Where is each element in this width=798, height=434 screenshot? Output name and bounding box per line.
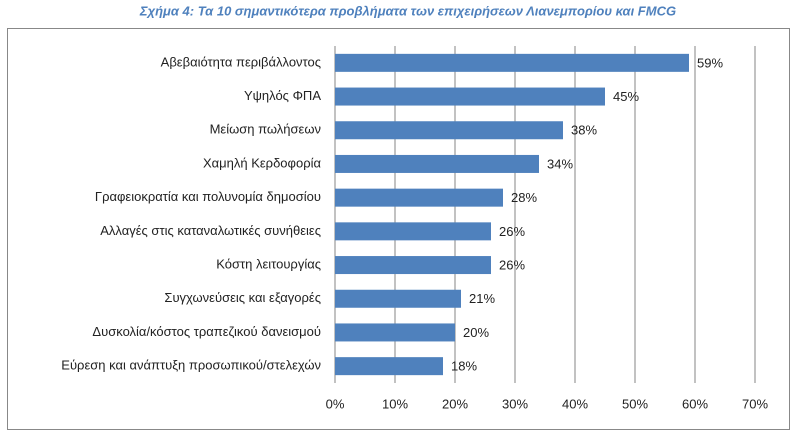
x-tick-label: 40%	[562, 396, 588, 411]
value-label: 59%	[697, 55, 723, 70]
value-label: 18%	[451, 359, 477, 374]
bar	[335, 357, 443, 376]
bar	[335, 323, 455, 342]
value-label: 26%	[499, 257, 525, 272]
bar	[335, 256, 491, 275]
bar	[335, 154, 539, 173]
bar	[335, 188, 503, 207]
value-label: 38%	[571, 123, 597, 138]
bar	[335, 121, 563, 140]
y-tick-label: Υψηλός ΦΠΑ	[244, 88, 321, 103]
x-tick-label: 50%	[622, 396, 648, 411]
value-label: 45%	[613, 89, 639, 104]
y-tick-label: Συγχωνεύσεις και εξαγορές	[164, 290, 321, 305]
x-tick-label: 30%	[502, 396, 528, 411]
value-label: 21%	[469, 291, 495, 306]
value-label: 28%	[511, 190, 537, 205]
bar	[335, 53, 689, 72]
y-tick-label: Εύρεση και ανάπτυξη προσωπικού/στελεχών	[61, 358, 321, 373]
y-tick-label: Κόστη λειτουργίας	[216, 256, 321, 271]
y-tick-label: Μείωση πωλήσεων	[210, 122, 321, 137]
bar	[335, 87, 605, 106]
y-tick-label: Δυσκολία/κόστος τραπεζικού δανεισμού	[92, 324, 321, 339]
chart-border	[7, 28, 790, 430]
x-tick-label: 20%	[442, 396, 468, 411]
chart-title: Σχήμα 4: Τα 10 σημαντικότερα προβλήματα …	[139, 3, 676, 18]
y-tick-label: Χαμηλή Κερδοφορία	[203, 155, 322, 170]
x-tick-label: 10%	[382, 396, 408, 411]
value-label: 20%	[463, 325, 489, 340]
y-tick-label: Αβεβαιότητα περιβάλλοντος	[161, 54, 321, 69]
bar	[335, 222, 491, 241]
x-tick-label: 60%	[682, 396, 708, 411]
bar	[335, 289, 461, 308]
value-label: 34%	[547, 156, 573, 171]
value-label: 26%	[499, 224, 525, 239]
y-tick-label: Αλλαγές στις καταναλωτικές συνήθειες	[100, 223, 321, 238]
x-tick-label: 70%	[742, 396, 768, 411]
y-tick-label: Γραφειοκρατία και πολυνομία δημοσίου	[95, 189, 321, 204]
x-tick-label: 0%	[326, 396, 345, 411]
